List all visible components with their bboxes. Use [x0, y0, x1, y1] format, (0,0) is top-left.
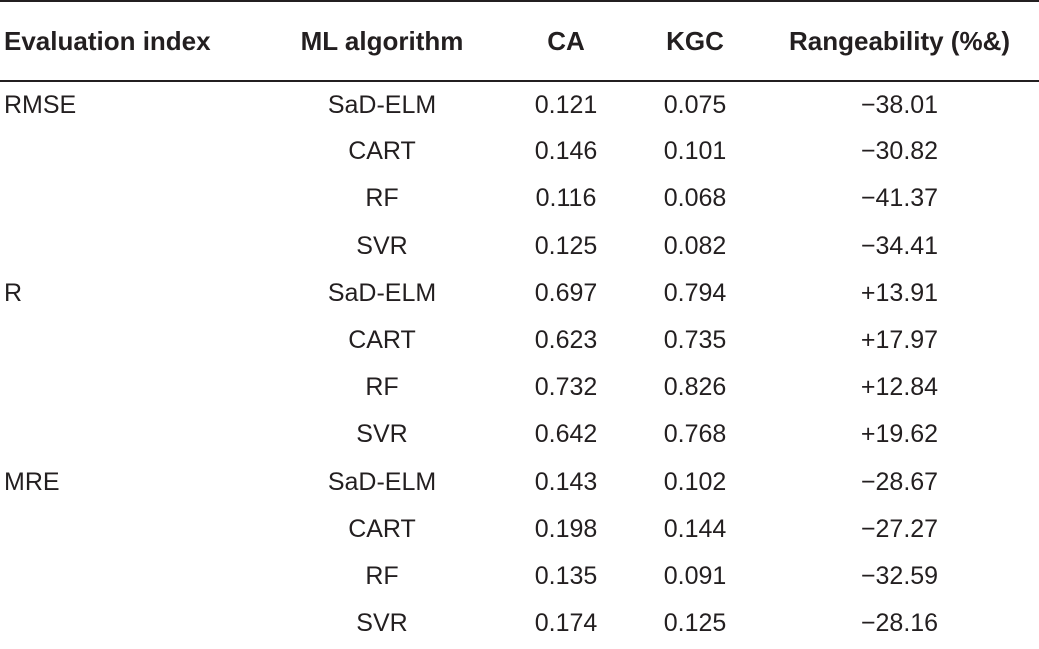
- cell-evaluation-index: [0, 223, 262, 270]
- header-ml-algorithm: ML algorithm: [300, 25, 464, 56]
- cell-evaluation-index: [0, 128, 262, 175]
- cell-ca: 0.697: [534, 278, 598, 307]
- cell-kgc: 0.091: [663, 561, 727, 590]
- cell-ml-algorithm: RF: [365, 184, 399, 213]
- cell-ca: 0.143: [534, 467, 598, 496]
- cell-kgc: 0.826: [663, 373, 727, 402]
- cell-kgc: 0.735: [663, 326, 727, 355]
- header-evaluation-index: Evaluation index: [4, 25, 211, 56]
- cell-ca: 0.174: [534, 609, 598, 638]
- cell-evaluation-index: [0, 411, 262, 458]
- cell-evaluation-index: [0, 317, 262, 364]
- cell-ca: 0.732: [534, 373, 598, 402]
- cell-rangeability: −32.59: [860, 561, 939, 590]
- cell-rangeability: −27.27: [860, 514, 939, 543]
- cell-kgc: 0.144: [663, 514, 727, 543]
- header-rangeability: Rangeability (%&): [788, 25, 1011, 56]
- cell-evaluation-index: RMSE: [4, 90, 77, 119]
- cell-ca: 0.121: [534, 90, 598, 119]
- cell-kgc: 0.068: [663, 184, 727, 213]
- cell-kgc: 0.125: [663, 609, 727, 638]
- cell-rangeability: −28.16: [860, 609, 939, 638]
- cell-rangeability: +17.97: [860, 326, 939, 355]
- cell-evaluation-index: [0, 364, 262, 411]
- table-row: CART 0.623 0.735 +17.97: [0, 317, 1039, 364]
- cell-ml-algorithm: RF: [365, 373, 399, 402]
- cell-ml-algorithm: CART: [348, 514, 416, 543]
- table-row: CART 0.198 0.144 −27.27: [0, 506, 1039, 553]
- cell-evaluation-index: [0, 506, 262, 553]
- cell-ca: 0.642: [534, 420, 598, 449]
- cell-ml-algorithm: RF: [365, 561, 399, 590]
- cell-rangeability: +13.91: [860, 278, 939, 307]
- cell-rangeability: −41.37: [860, 184, 939, 213]
- header-kgc: KGC: [666, 25, 724, 56]
- table-row: MRE SaD-ELM 0.143 0.102 −28.67: [0, 459, 1039, 506]
- cell-evaluation-index: MRE: [4, 467, 60, 496]
- cell-kgc: 0.768: [663, 420, 727, 449]
- cell-rangeability: −28.67: [860, 467, 939, 496]
- table-row: SVR 0.642 0.768 +19.62: [0, 411, 1039, 458]
- cell-ml-algorithm: SaD-ELM: [327, 467, 437, 496]
- cell-kgc: 0.794: [663, 278, 727, 307]
- cell-evaluation-index: [0, 175, 262, 222]
- table-row: RMSE SaD-ELM 0.121 0.075 −38.01: [0, 81, 1039, 128]
- cell-kgc: 0.075: [663, 90, 727, 119]
- cell-evaluation-index: [0, 553, 262, 600]
- cell-ml-algorithm: CART: [348, 326, 416, 355]
- table-row: SVR 0.174 0.125 −28.16: [0, 600, 1039, 647]
- table-row: R SaD-ELM 0.697 0.794 +13.91: [0, 270, 1039, 317]
- cell-ml-algorithm: SVR: [356, 609, 408, 638]
- cell-rangeability: +19.62: [860, 420, 939, 449]
- cell-ml-algorithm: SVR: [356, 231, 408, 260]
- cell-rangeability: +12.84: [860, 373, 939, 402]
- cell-rangeability: −38.01: [860, 90, 939, 119]
- cell-kgc: 0.101: [663, 137, 727, 166]
- cell-ca: 0.146: [534, 137, 598, 166]
- table-row: SVR 0.125 0.082 −34.41: [0, 223, 1039, 270]
- table-header-row: Evaluation index ML algorithm CA KGC Ran…: [0, 1, 1039, 81]
- table-row: CART 0.146 0.101 −30.82: [0, 128, 1039, 175]
- cell-evaluation-index: R: [4, 278, 23, 307]
- cell-ml-algorithm: SaD-ELM: [327, 90, 437, 119]
- cell-ml-algorithm: SaD-ELM: [327, 278, 437, 307]
- cell-ca: 0.198: [534, 514, 598, 543]
- cell-rangeability: −30.82: [860, 137, 939, 166]
- cell-ca: 0.116: [535, 184, 597, 213]
- cell-ml-algorithm: CART: [348, 137, 416, 166]
- cell-kgc: 0.102: [663, 467, 727, 496]
- header-ca: CA: [547, 25, 585, 56]
- cell-ca: 0.135: [534, 561, 598, 590]
- cell-evaluation-index: [0, 600, 262, 647]
- table-row: RF 0.135 0.091 −32.59: [0, 553, 1039, 600]
- table-row: RF 0.732 0.826 +12.84: [0, 364, 1039, 411]
- cell-ml-algorithm: SVR: [356, 420, 408, 449]
- cell-ca: 0.623: [534, 326, 598, 355]
- table-row: RF 0.116 0.068 −41.37: [0, 175, 1039, 222]
- cell-rangeability: −34.41: [860, 231, 939, 260]
- cell-ca: 0.125: [534, 231, 598, 260]
- cell-kgc: 0.082: [663, 231, 727, 260]
